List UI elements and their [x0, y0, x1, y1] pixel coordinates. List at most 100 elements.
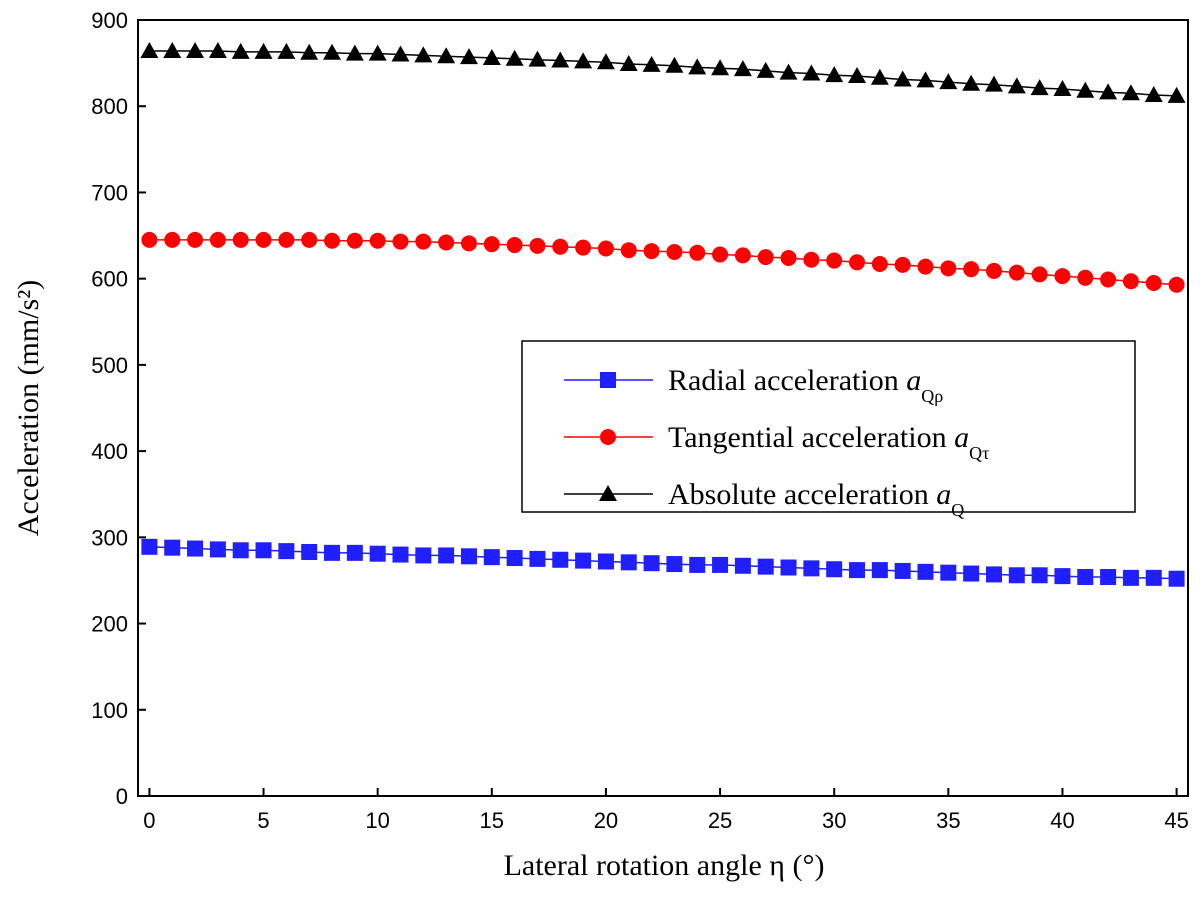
data-point — [392, 546, 409, 563]
data-point — [301, 231, 318, 248]
y-axis-title: Acceleration (mm/s²) — [12, 280, 45, 536]
y-tick-label: 500 — [91, 353, 128, 378]
x-tick-label: 35 — [936, 808, 960, 833]
x-axis-title: Lateral rotation angle η (°) — [504, 849, 825, 882]
data-point — [346, 232, 363, 249]
data-point — [438, 234, 455, 251]
data-point — [208, 42, 227, 59]
data-point — [140, 42, 159, 59]
y-tick-label: 800 — [91, 94, 128, 119]
data-point — [894, 256, 911, 273]
data-point — [849, 562, 866, 579]
data-point — [232, 231, 249, 248]
data-point — [917, 258, 934, 275]
data-point — [1031, 266, 1048, 283]
data-point — [939, 73, 958, 90]
data-point — [688, 58, 707, 75]
data-point — [619, 54, 638, 71]
data-point — [802, 64, 821, 81]
data-point — [711, 59, 730, 76]
y-tick-label: 600 — [91, 267, 128, 292]
x-tick-label: 10 — [365, 808, 389, 833]
data-point — [1122, 273, 1139, 290]
data-point — [871, 256, 888, 273]
y-tick-label: 200 — [91, 612, 128, 637]
data-point — [324, 544, 341, 561]
x-tick-label: 25 — [708, 808, 732, 833]
data-point — [1053, 79, 1072, 96]
series-layer — [140, 42, 1186, 587]
data-point — [962, 74, 981, 91]
series-line — [149, 239, 1177, 286]
legend-label: Absolute acceleration aQ — [668, 478, 964, 520]
x-tick-label: 15 — [480, 808, 504, 833]
data-point — [689, 244, 706, 261]
data-point — [1008, 264, 1025, 281]
x-axis-ticks: 0 5 10 15 20 25 30 35 40 45 — [143, 788, 1189, 833]
data-point — [1145, 274, 1162, 291]
legend-box — [521, 340, 1136, 513]
data-point — [277, 42, 296, 59]
data-point — [1168, 570, 1185, 587]
data-point — [963, 565, 980, 582]
data-point — [187, 540, 204, 557]
x-tick-label: 0 — [143, 808, 155, 833]
data-point — [917, 563, 934, 580]
y-tick-label: 900 — [91, 8, 128, 33]
plot-border — [137, 19, 1189, 797]
data-point — [164, 539, 181, 556]
data-point — [825, 66, 844, 83]
legend-marker — [600, 372, 616, 388]
legend-label: Tangential acceleration aQτ — [668, 421, 989, 463]
data-point — [620, 554, 637, 571]
legend-subscript: Qρ — [921, 386, 943, 406]
data-point — [529, 237, 546, 254]
data-point — [141, 538, 158, 555]
data-point — [734, 557, 751, 574]
data-point — [756, 61, 775, 78]
data-point — [1077, 568, 1094, 585]
legend-subscript: Q — [951, 500, 964, 520]
data-point — [438, 547, 455, 564]
data-point — [757, 558, 774, 575]
legend-symbol: a — [954, 421, 969, 454]
data-point — [712, 556, 729, 573]
data-point — [597, 553, 614, 570]
data-point — [209, 231, 226, 248]
legend-label-text: Tangential acceleration — [668, 421, 954, 454]
legend-label-text: Absolute acceleration — [668, 478, 936, 511]
data-point — [894, 562, 911, 579]
data-point — [232, 542, 249, 559]
data-point — [1122, 569, 1139, 586]
data-point — [985, 566, 1002, 583]
y-tick-label: 700 — [91, 180, 128, 205]
data-point — [665, 56, 684, 73]
data-point — [1144, 86, 1163, 103]
data-point — [323, 43, 342, 60]
legend-symbol: a — [936, 478, 951, 511]
data-point — [415, 233, 432, 250]
data-point — [460, 235, 477, 252]
data-point — [849, 254, 866, 271]
data-point — [1030, 79, 1049, 96]
data-point — [392, 233, 409, 250]
data-point — [597, 240, 614, 257]
data-point — [575, 552, 592, 569]
data-point — [575, 239, 592, 256]
data-point — [254, 42, 273, 59]
legend-marker — [600, 429, 616, 445]
y-tick-label: 100 — [91, 698, 128, 723]
y-tick-label: 300 — [91, 525, 128, 550]
data-point — [666, 556, 683, 573]
legend-entry: Absolute acceleration aQ — [564, 478, 964, 520]
data-point — [642, 55, 661, 72]
data-point — [300, 43, 319, 60]
data-point — [940, 260, 957, 277]
data-point — [505, 49, 524, 66]
y-tick-label: 400 — [91, 439, 128, 464]
data-point — [596, 53, 615, 70]
x-tick-label: 20 — [594, 808, 618, 833]
data-point — [1167, 86, 1186, 103]
